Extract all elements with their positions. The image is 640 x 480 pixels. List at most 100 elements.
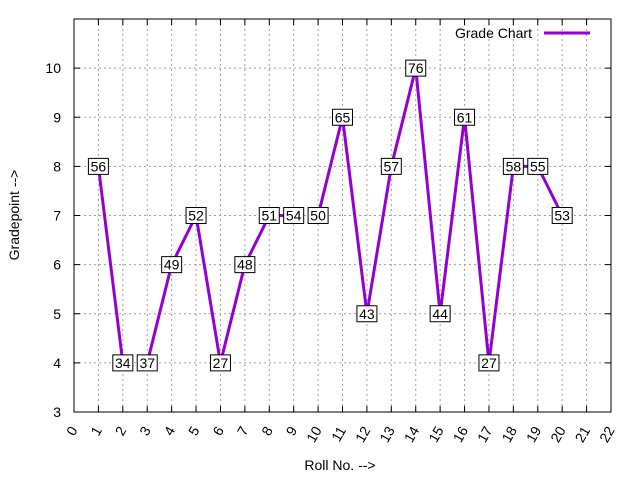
- data-label-text: 58: [506, 158, 522, 174]
- series-line-segment: [389, 66, 418, 168]
- data-label-box: [502, 157, 524, 175]
- series-line-segment: [365, 164, 393, 316]
- data-label-box: [380, 157, 402, 175]
- data-label: 43: [356, 305, 378, 323]
- data-label-box: [527, 157, 549, 175]
- data-label-text: 65: [335, 109, 351, 125]
- data-label: 27: [478, 354, 500, 372]
- series-line-segment: [341, 115, 369, 316]
- series-line-segment: [438, 115, 467, 316]
- data-label: 57: [380, 157, 402, 175]
- y-axis-label: Gradepoint -->: [6, 170, 22, 261]
- series-line-segment: [463, 115, 491, 365]
- series-line-segment: [414, 66, 442, 316]
- data-label-text: 52: [188, 208, 204, 224]
- data-label-text: 27: [213, 355, 229, 371]
- data-label-text: 55: [530, 158, 546, 174]
- data-label-text: 53: [554, 208, 570, 224]
- y-tick-label: 4: [53, 355, 61, 371]
- data-label: 44: [429, 305, 451, 323]
- series-line-segment: [145, 263, 174, 365]
- data-label: 58: [502, 157, 524, 175]
- x-tick-label: 16: [449, 423, 471, 445]
- data-label-text: 49: [164, 257, 180, 273]
- data-label: 51: [258, 207, 280, 224]
- data-label-box: [283, 207, 305, 224]
- data-label: 65: [332, 108, 353, 126]
- y-tick-label: 8: [53, 158, 61, 174]
- x-tick-label: 10: [303, 423, 325, 445]
- data-label: 27: [209, 354, 231, 372]
- data-label-text: 48: [237, 257, 253, 273]
- data-label-box: [551, 207, 573, 224]
- x-tick-label: 22: [596, 423, 618, 445]
- data-label-text: 57: [384, 158, 400, 174]
- data-labels: 56 34 37 49 52 27 48 51 54 50 65 43 57 76 44 61 27 58 55 53: [87, 59, 573, 372]
- data-label-box: [429, 305, 451, 323]
- x-tick-label: 21: [572, 423, 594, 445]
- y-tick-label: 5: [53, 306, 61, 322]
- series-line-segment: [96, 164, 125, 365]
- x-tick-label: 14: [401, 423, 423, 445]
- series-line-segment: [316, 115, 344, 217]
- x-tick-label: 12: [352, 423, 374, 445]
- data-label-box: [112, 354, 134, 372]
- data-label-box: [405, 59, 427, 77]
- data-label-text: 43: [359, 306, 375, 322]
- data-label-box: [332, 108, 353, 126]
- data-label-text: 54: [286, 208, 302, 224]
- data-label-box: [161, 256, 183, 274]
- data-label: 53: [551, 207, 573, 224]
- legend-label: Grade Chart: [455, 25, 532, 41]
- axis-ticks: 0 1 2 3 4 5 6 7 8 9 10 11 12 13 14 15 16 17 18 19 20 21 223456…: [45, 19, 618, 445]
- data-label-text: 44: [432, 306, 448, 322]
- data-label: 56: [87, 157, 109, 175]
- data-label: 37: [136, 354, 158, 372]
- data-label-text: 51: [261, 208, 277, 224]
- data-label-box: [136, 354, 158, 372]
- series-line-segment: [218, 263, 247, 365]
- y-tick-label: 6: [53, 257, 61, 273]
- data-label-box: [307, 207, 329, 224]
- data-label: 76: [405, 59, 427, 77]
- x-tick-label: 18: [498, 423, 520, 445]
- x-tick-label: 13: [376, 423, 398, 445]
- y-tick-label: 3: [53, 404, 61, 420]
- data-label-box: [454, 108, 476, 126]
- data-label-text: 37: [139, 355, 155, 371]
- data-label-box: [234, 256, 256, 274]
- data-label: 48: [234, 256, 256, 274]
- data-label: 61: [454, 108, 476, 126]
- y-tick-label: 10: [45, 60, 61, 76]
- x-tick-label: 17: [474, 423, 496, 445]
- data-label-text: 34: [115, 355, 131, 371]
- y-tick-label: 7: [53, 208, 61, 224]
- data-label: 54: [283, 207, 305, 224]
- x-tick-label: 20: [547, 423, 569, 445]
- x-tick-label: 15: [425, 423, 447, 445]
- data-label: 52: [185, 207, 207, 224]
- legend: Grade Chart: [455, 25, 590, 41]
- data-label: 34: [112, 354, 134, 372]
- data-label-box: [209, 354, 231, 372]
- data-label: 49: [161, 256, 183, 274]
- data-label-text: 61: [457, 109, 473, 125]
- data-label-box: [356, 305, 378, 323]
- y-tick-label: 9: [53, 109, 61, 125]
- data-label-text: 50: [310, 208, 326, 224]
- data-label-box: [258, 207, 280, 224]
- series-line-segment: [487, 164, 515, 365]
- x-tick-label: 19: [523, 423, 545, 445]
- series-line-segment: [194, 214, 222, 365]
- data-label-box: [185, 207, 207, 224]
- data-label-box: [87, 157, 109, 175]
- data-label-text: 56: [91, 158, 107, 174]
- data-label-box: [478, 354, 500, 372]
- x-axis-label: Roll No. -->: [304, 457, 375, 473]
- x-tick-label: 11: [328, 423, 349, 444]
- data-label: 50: [307, 207, 329, 224]
- data-label-text: 27: [481, 355, 497, 371]
- data-label: 55: [527, 157, 549, 175]
